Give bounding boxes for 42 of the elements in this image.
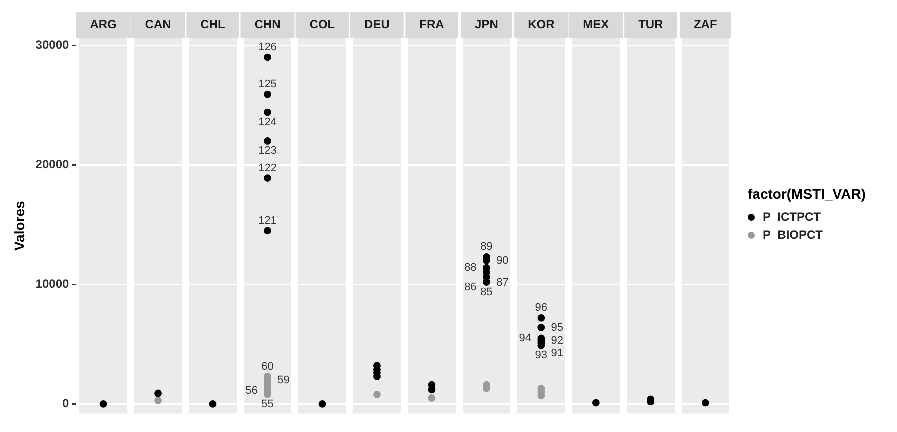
x-tick-label: KOR bbox=[528, 18, 556, 32]
x-tick-label: JPN bbox=[475, 18, 498, 32]
annotation: 96 bbox=[535, 302, 548, 314]
annotation: 90 bbox=[496, 254, 509, 267]
annotation: 56 bbox=[246, 385, 258, 398]
annotation: 87 bbox=[496, 276, 509, 289]
annotation: 55 bbox=[262, 398, 274, 411]
annotation: 126 bbox=[258, 42, 277, 54]
x-tick-label: FRA bbox=[420, 18, 445, 32]
x-tick-label: ZAF bbox=[694, 18, 718, 32]
legend-title: factor(MSTI_VAR) bbox=[748, 186, 866, 202]
y-tick-label: 20000 bbox=[36, 157, 70, 172]
annotation: 89 bbox=[480, 241, 493, 254]
annotation: 59 bbox=[278, 374, 290, 386]
annotation: 93 bbox=[535, 350, 548, 362]
y-tick-label: 30000 bbox=[36, 38, 70, 52]
x-tick-label: COL bbox=[310, 18, 336, 32]
annotation: 91 bbox=[551, 347, 564, 360]
annotation: 124 bbox=[258, 116, 277, 129]
annotation: 92 bbox=[551, 334, 564, 347]
x-tick-label: CAN bbox=[145, 18, 172, 32]
annotation: 88 bbox=[464, 262, 477, 274]
annotation: 95 bbox=[551, 322, 564, 334]
x-tick-label: CHN bbox=[254, 18, 281, 32]
x-tick-label: TUR bbox=[638, 18, 664, 32]
x-tick-label: DEU bbox=[364, 18, 390, 32]
annotation: 94 bbox=[519, 332, 532, 345]
annotation: 85 bbox=[480, 286, 493, 298]
legend-label: P_BIOPCT bbox=[763, 228, 824, 242]
x-tick-label: MEX bbox=[583, 18, 610, 32]
y-tick-label: 10000 bbox=[36, 276, 70, 291]
annotation: 86 bbox=[464, 282, 477, 294]
annotation: 121 bbox=[258, 214, 277, 227]
y-axis-title: Valores bbox=[11, 200, 28, 252]
x-tick-label: ARG bbox=[90, 18, 117, 32]
annotation: 122 bbox=[258, 162, 277, 174]
y-tick-label: 0 bbox=[62, 396, 70, 411]
annotation: 123 bbox=[258, 145, 277, 158]
legend-label: P_ICTPCT bbox=[763, 210, 822, 224]
annotation: 125 bbox=[258, 78, 277, 91]
annotation: 60 bbox=[262, 360, 274, 373]
x-tick-label: CHL bbox=[200, 18, 226, 32]
